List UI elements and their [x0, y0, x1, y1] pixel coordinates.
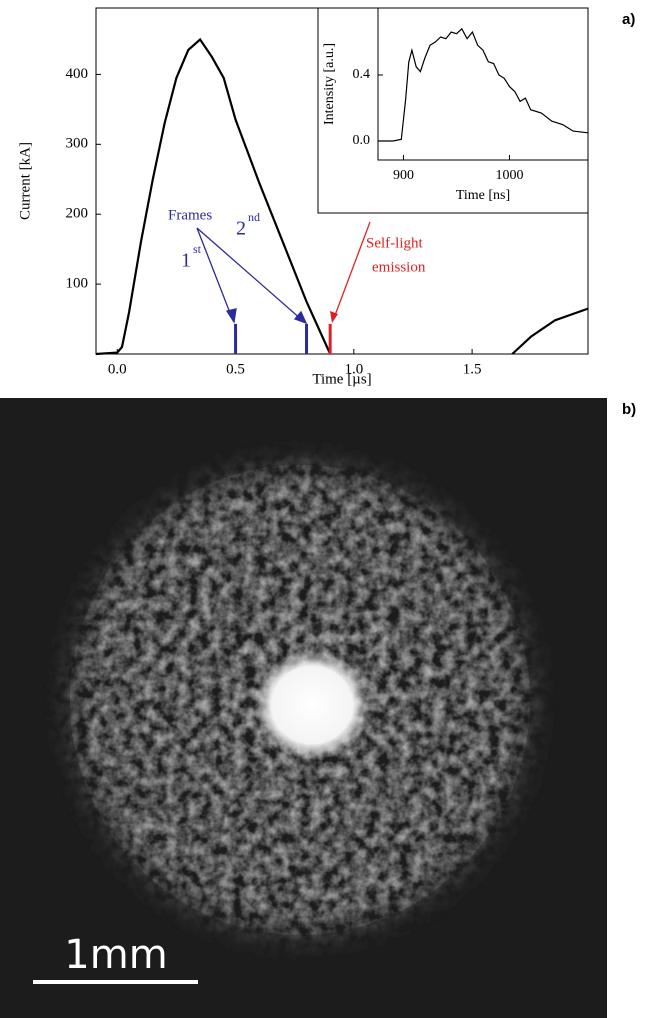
micrograph: 1mm — [0, 398, 607, 1018]
annotation: Frames — [168, 207, 212, 223]
scale-label: 1mm — [64, 932, 167, 978]
data-line — [378, 27, 589, 142]
panel-label: a) — [622, 11, 635, 28]
y-tick-label: 100 — [66, 276, 89, 292]
arrows — [196, 227, 308, 325]
x-tick-label: 1.5 — [463, 361, 482, 377]
x-tick-label: 1000 — [496, 168, 524, 183]
y-tick-label: 400 — [66, 66, 89, 82]
x-axis-label: Time [ns] — [456, 188, 510, 203]
annotation: nd — [248, 210, 260, 224]
annotation: 1 — [181, 250, 191, 272]
y-tick-label: 300 — [66, 136, 89, 152]
inset-background — [317, 7, 589, 214]
x-axis-label: Time [µs] — [312, 371, 371, 387]
panel-label: b) — [622, 401, 636, 418]
y-tick-label: 200 — [66, 206, 89, 222]
annotation: 2 — [236, 218, 246, 240]
self-light-annotation: Self-light emission — [330, 221, 426, 323]
annotation: Self-light — [366, 235, 423, 251]
x-tick-label: 900 — [393, 168, 414, 183]
annotation: st — [193, 242, 202, 256]
y-axis-label: Current [kA] — [17, 142, 33, 220]
annotation: emission — [372, 259, 426, 275]
x-tick-label: 0.5 — [226, 361, 245, 377]
x-tick-label: 0.0 — [108, 361, 127, 377]
plot-frame — [377, 7, 589, 161]
y-tick-label: 0.4 — [353, 67, 371, 82]
y-axis-label: Intensity [a.u.] — [322, 43, 337, 125]
frame-annotations: Frames 1 st 2 nd — [168, 207, 260, 271]
x-tick-label: 1.0 — [344, 361, 363, 377]
data-line — [95, 37, 589, 356]
y-tick-label: 0.0 — [353, 133, 371, 148]
